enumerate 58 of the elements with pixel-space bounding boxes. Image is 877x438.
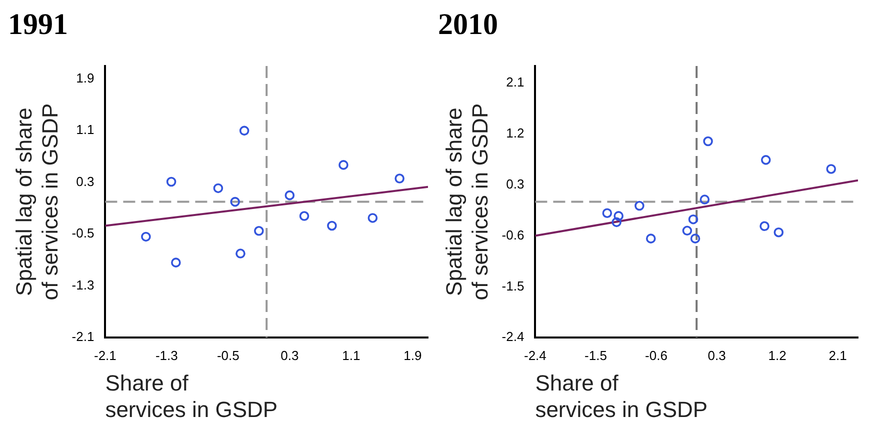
y-tick-label: -2.4 [502, 329, 524, 344]
x-axis-title: Share of services in GSDP [535, 370, 708, 422]
point [166, 176, 176, 187]
x-tick-label: -1.3 [155, 348, 178, 363]
x-tick-label: 1.9 [404, 348, 422, 363]
point [338, 160, 348, 170]
y-tick-label: 0.3 [506, 176, 524, 192]
y-tick-label: 1.1 [76, 122, 94, 138]
x-tick-label: 1.1 [342, 348, 360, 363]
x-tick-label: -0.5 [216, 348, 240, 363]
point [690, 234, 700, 244]
x-tick-label: 0.3 [280, 348, 299, 363]
x-tick-label: -2.4 [524, 348, 546, 363]
chart-title: 1991 [8, 8, 68, 41]
point [239, 126, 250, 136]
x-axis-title: Share of services in GSDP [105, 370, 278, 422]
y-tick-label: -0.5 [72, 226, 94, 241]
point [254, 226, 264, 236]
point [284, 190, 295, 200]
x-tick-label: -0.6 [645, 348, 668, 363]
point [760, 155, 771, 165]
point [634, 200, 644, 211]
y-tick-label: 1.9 [76, 70, 94, 86]
y-tick-label: 2.1 [506, 74, 524, 90]
point [213, 183, 224, 194]
y-tick-label: 1.2 [506, 125, 524, 140]
x-tick-label: 1.2 [768, 348, 786, 363]
point [327, 220, 337, 231]
point [774, 227, 784, 238]
point [760, 221, 770, 232]
point [236, 248, 246, 258]
y-axis-title: Spatial lag of share of services in GSDP [11, 103, 63, 300]
y-tick-label: -1.3 [72, 277, 94, 292]
point [394, 174, 404, 184]
point [682, 226, 692, 236]
point [826, 164, 836, 174]
x-tick-label: -1.5 [584, 348, 607, 363]
y-tick-label: -2.1 [72, 329, 94, 344]
y-axis-title: Spatial lag of share of services in GSDP [441, 103, 493, 300]
y-tick-label: -1.5 [502, 278, 524, 294]
x-tick-label: -2.1 [94, 348, 116, 363]
point [299, 211, 310, 221]
point [688, 214, 698, 224]
chart-title: 2010 [438, 8, 498, 41]
point [646, 234, 656, 244]
point [614, 211, 624, 221]
point [703, 136, 713, 146]
point [171, 258, 181, 268]
point [368, 213, 378, 223]
point [230, 196, 240, 207]
y-tick-label: 0.3 [76, 174, 94, 189]
point [141, 232, 151, 242]
y-tick-label: -0.6 [502, 227, 524, 242]
x-tick-label: 0.3 [708, 348, 726, 363]
point [700, 194, 710, 204]
x-tick-label: 2.1 [828, 348, 847, 363]
point [612, 217, 622, 228]
point [602, 208, 612, 218]
